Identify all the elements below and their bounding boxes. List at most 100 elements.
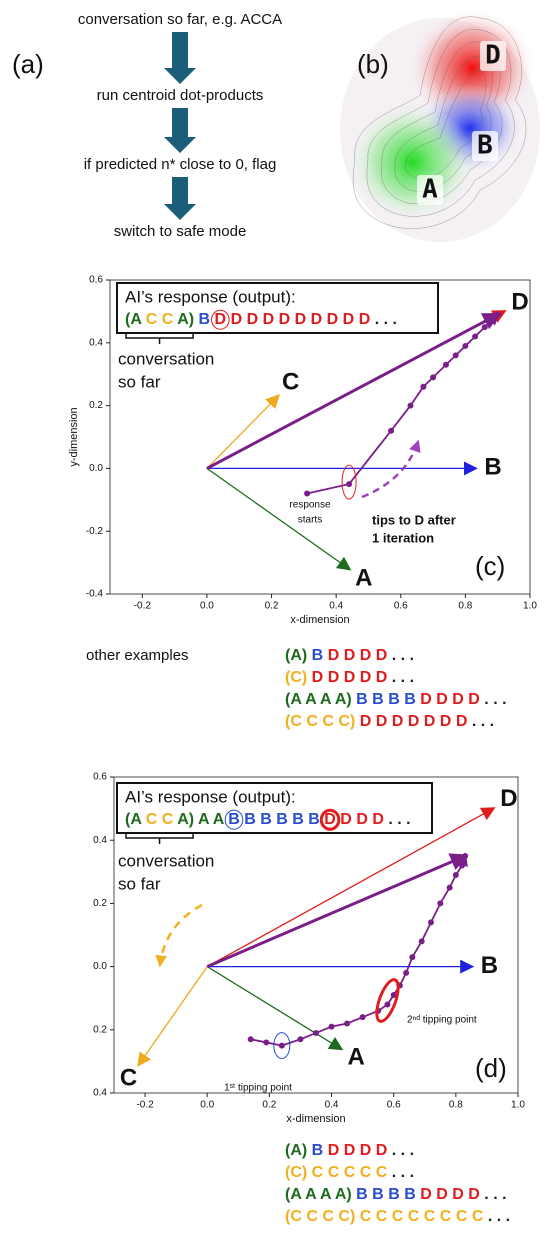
- examples-title: other examples: [86, 647, 189, 664]
- example-sequence: (A A A A) B B B B D D D D . . .: [285, 1186, 507, 1203]
- example-sequence: (A A A A) B B B B D D D D . . .: [285, 691, 507, 708]
- vector: [206, 467, 352, 571]
- x-tick-label: 0.6: [394, 601, 408, 612]
- trajectory-point: [328, 1023, 335, 1030]
- trajectory-point: [472, 333, 479, 340]
- x-tick-label: -0.2: [134, 601, 152, 612]
- density-plot: [340, 10, 540, 242]
- annotation: response: [289, 500, 331, 511]
- trajectory-point: [452, 352, 459, 359]
- plot-frame: [113, 776, 519, 1094]
- x-axis-label: x-dimension: [286, 1113, 345, 1125]
- x-tick-label: 0.2: [265, 601, 279, 612]
- trajectory-point: [418, 938, 425, 945]
- vector-label: B: [481, 952, 498, 979]
- y-tick-label: 0.2: [93, 1024, 107, 1035]
- annotation: 1ˢᵗ tipping point: [224, 1083, 292, 1094]
- cluster-label: D: [485, 41, 501, 71]
- trajectory-point: [452, 871, 459, 878]
- y-tick-label: -0.4: [86, 589, 104, 600]
- x-tick-label: 0.6: [387, 1100, 401, 1111]
- y-tick-label: 0.4: [89, 337, 103, 348]
- trajectory-point: [459, 862, 466, 869]
- trajectory-point: [494, 311, 501, 318]
- trajectory-point: [304, 490, 311, 497]
- example-sequence: (C) C C C C C . . .: [285, 1164, 414, 1181]
- y-tick-label: 0.4: [93, 1088, 107, 1099]
- trajectory-point: [443, 361, 449, 368]
- conversation-label: conversation: [118, 851, 214, 870]
- cluster-label-bg: [480, 41, 506, 71]
- flow-step: if predicted n* close to 0, flag: [84, 156, 277, 173]
- trajectory-point: [359, 1014, 366, 1021]
- y-tick-label: 0.0: [93, 961, 107, 972]
- vector: [206, 807, 496, 968]
- vector-label: D: [500, 785, 517, 812]
- y-tick-label: -0.2: [86, 526, 104, 537]
- highlight-ring: [211, 309, 230, 330]
- trajectory-point: [390, 992, 397, 999]
- trajectory-point: [488, 317, 495, 324]
- x-tick-label: 0.0: [200, 1100, 214, 1111]
- vector-label: C: [282, 369, 299, 396]
- trajectory-point: [346, 481, 353, 488]
- trajectory-point: [313, 1029, 319, 1036]
- contours: [352, 16, 527, 229]
- x-tick-label: 0.2: [262, 1100, 276, 1111]
- trajectory-point: [437, 900, 444, 907]
- trajectory-point: [297, 1036, 304, 1043]
- brace: [125, 334, 194, 344]
- trajectory-point: [427, 919, 434, 926]
- response-box: [116, 782, 433, 834]
- panel-label: (a): [12, 49, 44, 79]
- highlight-ring: [273, 1032, 291, 1060]
- trajectory-point: [384, 1001, 391, 1008]
- trajectory-point: [388, 427, 395, 434]
- panel-label: (b): [357, 49, 389, 79]
- trajectory-point: [430, 374, 437, 381]
- trajectory-point: [403, 969, 410, 976]
- example-sequence: (C) D D D D D . . .: [285, 669, 414, 686]
- x-tick-label: 0.8: [449, 1100, 463, 1111]
- y-tick-label: 0.2: [93, 898, 107, 909]
- mean-vector: [206, 853, 469, 968]
- flow-step: switch to safe mode: [114, 223, 247, 240]
- response-title: AI’s response (output):: [125, 287, 296, 306]
- flow-step: run centroid dot-products: [97, 87, 264, 104]
- conversation-label: conversation: [118, 349, 214, 368]
- trajectory-point: [462, 853, 469, 859]
- panel-label: (d): [475, 1053, 507, 1083]
- vector: [137, 966, 208, 1067]
- y-tick-label: 0.4: [93, 835, 107, 846]
- example-sequence: (A) B D D D D . . .: [285, 1142, 414, 1159]
- plot-frame: [109, 279, 531, 595]
- trajectory-point: [420, 383, 427, 390]
- vector-label: D: [511, 288, 528, 315]
- annotation: 2ⁿᵈ tipping point: [407, 1015, 477, 1026]
- response-sequence: (A C C A) B D D D D D D D D D D . . .: [125, 311, 397, 328]
- response-title: AI’s response (output):: [125, 787, 296, 806]
- y-tick-label: 0.0: [89, 463, 103, 474]
- highlight-ring: [341, 464, 357, 500]
- y-tick-label: 0.2: [89, 400, 103, 411]
- trajectory-point: [407, 402, 414, 409]
- panel-label: (c): [475, 551, 505, 581]
- x-tick-label: 0.8: [458, 601, 472, 612]
- x-tick-label: 0.4: [329, 601, 343, 612]
- annotation: tips to D after: [372, 512, 456, 527]
- vector-label: B: [484, 454, 501, 481]
- x-tick-label: 0.4: [325, 1100, 339, 1111]
- brace: [125, 834, 194, 844]
- response-sequence: (A C C A) A A B B B B B B D D D D . . .: [125, 811, 411, 828]
- annotation: 1 iteration: [372, 530, 434, 545]
- flow-arrow: [164, 177, 196, 220]
- flow-arrow: [164, 32, 196, 84]
- x-tick-label: 1.0: [523, 601, 537, 612]
- trajectory-point: [446, 884, 453, 891]
- vector: [206, 394, 280, 469]
- cluster-label: A: [422, 175, 438, 205]
- trajectory-point: [247, 1036, 254, 1043]
- trajectory-point: [278, 1042, 285, 1049]
- trajectory-point: [481, 324, 488, 331]
